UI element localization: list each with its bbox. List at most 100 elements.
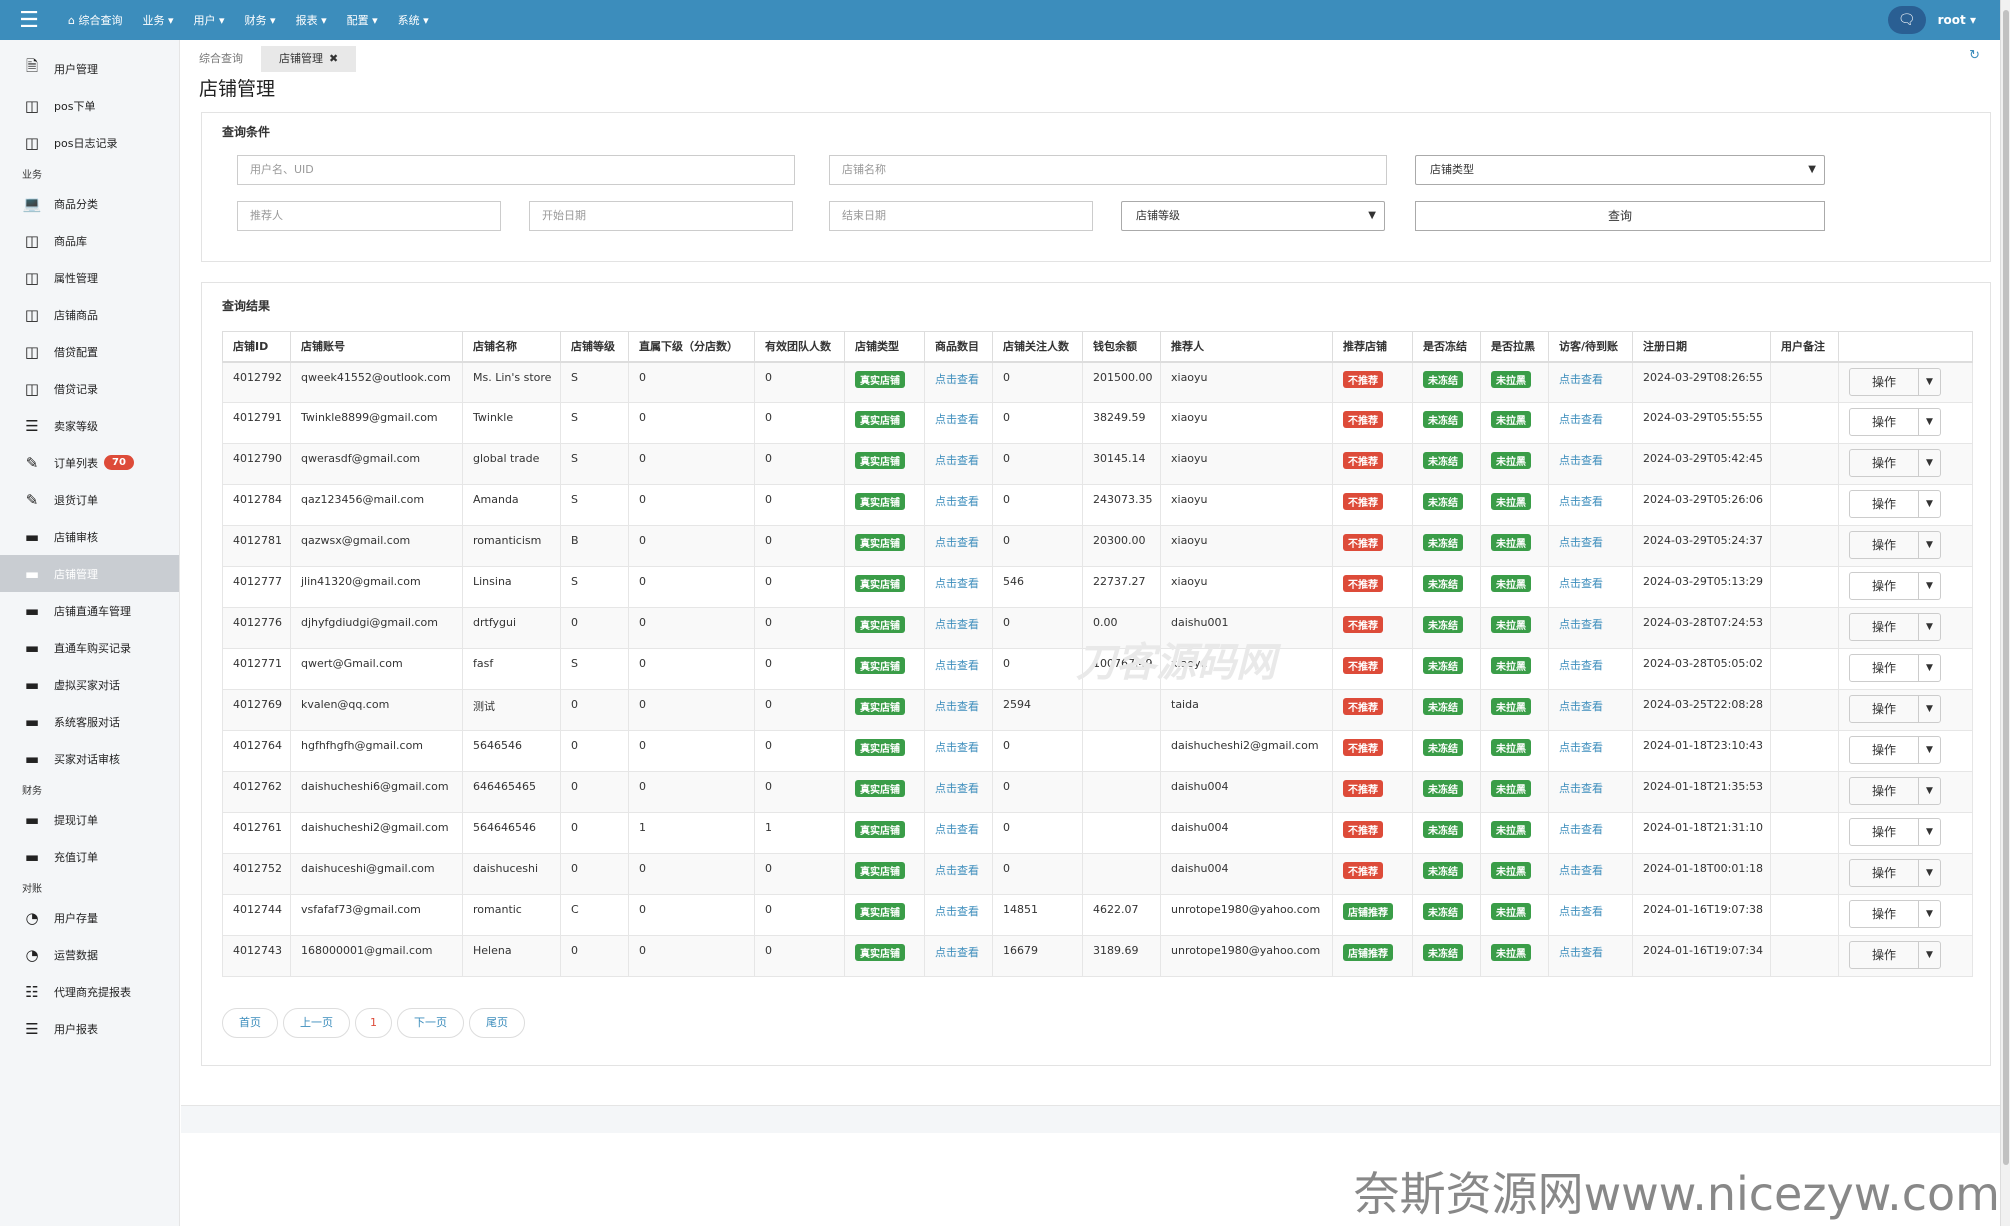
frozen-badge[interactable]: 未冻结 — [1423, 944, 1463, 961]
sidebar-item[interactable]: ◫ pos日志记录 — [0, 124, 179, 161]
caret-down-icon[interactable]: ▼ — [1918, 860, 1940, 886]
blacklist-badge[interactable]: 未拉黑 — [1491, 411, 1531, 428]
start-date-input[interactable]: 开始日期 — [529, 201, 793, 231]
recommend-badge[interactable]: 不推荐 — [1343, 534, 1383, 551]
frozen-badge[interactable]: 未冻结 — [1423, 780, 1463, 797]
recommend-badge[interactable]: 不推荐 — [1343, 452, 1383, 469]
operation-dropdown[interactable]: 操作 ▼ — [1849, 613, 1941, 641]
sidebar-item[interactable]: ☷ 代理商充提报表 — [0, 973, 179, 1010]
visitor-view-link[interactable]: 点击查看 — [1559, 659, 1603, 672]
visitor-view-link[interactable]: 点击查看 — [1559, 946, 1603, 959]
recommend-badge[interactable]: 不推荐 — [1343, 575, 1383, 592]
goods-view-link[interactable]: 点击查看 — [935, 946, 979, 959]
operation-button[interactable]: 操作 — [1871, 415, 1896, 429]
operation-button[interactable]: 操作 — [1871, 866, 1896, 880]
user-menu[interactable]: root ▾ — [1937, 13, 1976, 27]
goods-view-link[interactable]: 点击查看 — [935, 741, 979, 754]
blacklist-badge[interactable]: 未拉黑 — [1491, 944, 1531, 961]
recommend-badge[interactable]: 不推荐 — [1343, 698, 1383, 715]
caret-down-icon[interactable]: ▼ — [1918, 737, 1940, 763]
operation-dropdown[interactable]: 操作 ▼ — [1849, 490, 1941, 518]
visitor-view-link[interactable]: 点击查看 — [1559, 454, 1603, 467]
visitor-view-link[interactable]: 点击查看 — [1559, 372, 1603, 386]
visitor-view-link[interactable]: 点击查看 — [1559, 536, 1603, 549]
operation-button[interactable]: 操作 — [1871, 702, 1896, 716]
sidebar-item[interactable]: ▬ 店铺管理 — [0, 555, 179, 592]
sidebar-item[interactable]: ▬ 店铺直通车管理 — [0, 592, 179, 629]
operation-dropdown[interactable]: 操作 ▼ — [1849, 736, 1941, 764]
caret-down-icon[interactable]: ▼ — [1918, 614, 1940, 640]
blacklist-badge[interactable]: 未拉黑 — [1491, 862, 1531, 879]
frozen-badge[interactable]: 未冻结 — [1423, 411, 1463, 428]
visitor-view-link[interactable]: 点击查看 — [1559, 577, 1603, 590]
goods-view-link[interactable]: 点击查看 — [935, 536, 979, 549]
blacklist-badge[interactable]: 未拉黑 — [1491, 698, 1531, 715]
hamburger-menu-icon[interactable]: ☰ — [19, 7, 39, 33]
recommend-badge[interactable]: 不推荐 — [1343, 739, 1383, 756]
operation-button[interactable]: 操作 — [1871, 620, 1896, 634]
sidebar-item[interactable]: ✎ 退货订单 — [0, 481, 179, 518]
sidebar-item[interactable]: ◫ 借贷记录 — [0, 370, 179, 407]
frozen-badge[interactable]: 未冻结 — [1423, 493, 1463, 510]
operation-dropdown[interactable]: 操作 ▼ — [1849, 900, 1941, 928]
caret-down-icon[interactable]: ▼ — [1918, 778, 1940, 804]
goods-view-link[interactable]: 点击查看 — [935, 372, 979, 386]
level-select[interactable]: 店铺等级 ▼ — [1121, 201, 1385, 231]
caret-down-icon[interactable]: ▼ — [1918, 368, 1940, 395]
recommend-badge[interactable]: 不推荐 — [1343, 411, 1383, 428]
blacklist-badge[interactable]: 未拉黑 — [1491, 739, 1531, 756]
recommend-badge[interactable]: 不推荐 — [1343, 370, 1383, 388]
goods-view-link[interactable]: 点击查看 — [935, 700, 979, 713]
frozen-badge[interactable]: 未冻结 — [1423, 821, 1463, 838]
shopname-input[interactable]: 店铺名称 — [829, 155, 1387, 185]
sidebar-item[interactable]: ◫ 店铺商品 — [0, 296, 179, 333]
tab-shop-management[interactable]: 店铺管理 ✖ — [261, 46, 357, 72]
goods-view-link[interactable]: 点击查看 — [935, 905, 979, 918]
pager-current[interactable]: 1 — [355, 1008, 392, 1038]
caret-down-icon[interactable]: ▼ — [1918, 655, 1940, 681]
frozen-badge[interactable]: 未冻结 — [1423, 370, 1463, 388]
search-button[interactable]: 查询 — [1415, 201, 1825, 231]
top-menu-business[interactable]: 业务 ▾ — [142, 14, 174, 27]
blacklist-badge[interactable]: 未拉黑 — [1491, 780, 1531, 797]
frozen-badge[interactable]: 未冻结 — [1423, 575, 1463, 592]
sidebar-item[interactable]: ☰ 卖家等级 — [0, 407, 179, 444]
caret-down-icon[interactable]: ▼ — [1918, 901, 1940, 927]
top-menu-user[interactable]: 用户 ▾ — [193, 14, 225, 27]
chat-icon[interactable]: 🗨 — [1887, 6, 1926, 34]
goods-view-link[interactable]: 点击查看 — [935, 413, 979, 426]
pager-next[interactable]: 下一页 — [397, 1008, 464, 1038]
visitor-view-link[interactable]: 点击查看 — [1559, 782, 1603, 795]
top-menu-finance[interactable]: 财务 ▾ — [244, 14, 276, 27]
sidebar-item[interactable]: ▬ 充值订单 — [0, 838, 179, 875]
operation-button[interactable]: 操作 — [1871, 456, 1896, 470]
goods-view-link[interactable]: 点击查看 — [935, 864, 979, 877]
recommend-badge[interactable]: 店铺推荐 — [1343, 903, 1393, 920]
visitor-view-link[interactable]: 点击查看 — [1559, 618, 1603, 631]
pager-prev[interactable]: 上一页 — [283, 1008, 350, 1038]
blacklist-badge[interactable]: 未拉黑 — [1491, 493, 1531, 510]
goods-view-link[interactable]: 点击查看 — [935, 823, 979, 836]
caret-down-icon[interactable]: ▼ — [1918, 819, 1940, 845]
operation-button[interactable]: 操作 — [1871, 579, 1896, 593]
top-menu-report[interactable]: 报表 ▾ — [295, 14, 327, 27]
blacklist-badge[interactable]: 未拉黑 — [1491, 616, 1531, 633]
close-icon[interactable]: ✖ — [329, 52, 339, 65]
operation-dropdown[interactable]: 操作 ▼ — [1849, 695, 1941, 723]
frozen-badge[interactable]: 未冻结 — [1423, 862, 1463, 879]
shoptype-select[interactable]: 店铺类型 ▼ — [1415, 155, 1825, 185]
recommend-badge[interactable]: 不推荐 — [1343, 780, 1383, 797]
blacklist-badge[interactable]: 未拉黑 — [1491, 657, 1531, 674]
goods-view-link[interactable]: 点击查看 — [935, 618, 979, 631]
operation-dropdown[interactable]: 操作 ▼ — [1849, 531, 1941, 559]
caret-down-icon[interactable]: ▼ — [1918, 942, 1940, 968]
operation-dropdown[interactable]: 操作 ▼ — [1849, 941, 1941, 969]
top-menu-home[interactable]: ⌂ 综合查询 — [68, 14, 123, 27]
operation-button[interactable]: 操作 — [1871, 948, 1896, 962]
sidebar-item[interactable]: ◫ 属性管理 — [0, 259, 179, 296]
blacklist-badge[interactable]: 未拉黑 — [1491, 534, 1531, 551]
visitor-view-link[interactable]: 点击查看 — [1559, 495, 1603, 508]
caret-down-icon[interactable]: ▼ — [1918, 573, 1940, 599]
recommend-badge[interactable]: 不推荐 — [1343, 493, 1383, 510]
sidebar-item[interactable]: ◔ 运营数据 — [0, 936, 179, 973]
